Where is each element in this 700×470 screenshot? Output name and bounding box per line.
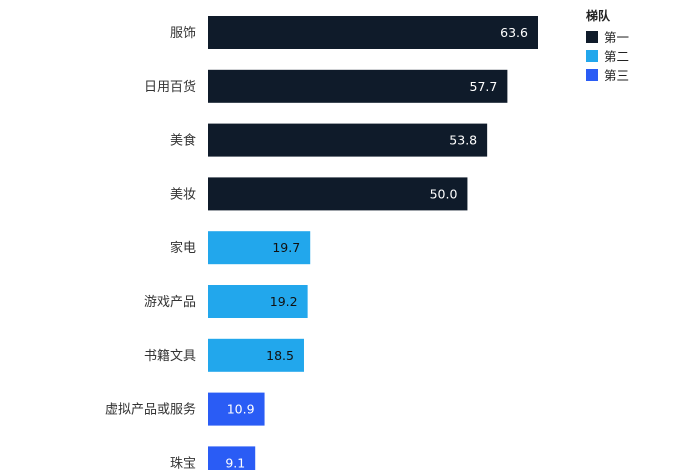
- value-label-4: 19.7: [272, 240, 300, 255]
- category-label-2: 美食: [170, 133, 196, 149]
- legend-label-0: 第一: [604, 30, 629, 45]
- bar-4: [208, 231, 311, 265]
- bar-2: [208, 123, 488, 157]
- category-label-7: 虚拟产品或服务: [105, 402, 196, 418]
- value-label-7: 10.9: [227, 402, 255, 417]
- category-label-0: 服饰: [170, 26, 196, 41]
- legend-swatch-2: [586, 69, 598, 81]
- bar-0: [208, 16, 538, 49]
- category-label-3: 美妆: [170, 187, 196, 202]
- value-label-1: 57.7: [470, 79, 498, 94]
- value-label-3: 50.0: [430, 186, 458, 201]
- category-label-4: 家电: [170, 240, 196, 256]
- category-label-6: 书籍文具: [144, 348, 196, 364]
- bar-5: [208, 285, 308, 318]
- value-label-8: 9.1: [225, 455, 245, 470]
- bar-3: [208, 177, 468, 211]
- legend-label-2: 第三: [604, 68, 629, 83]
- value-label-0: 63.6: [500, 25, 528, 40]
- value-label-5: 19.2: [270, 294, 298, 309]
- legend-swatch-1: [586, 50, 598, 62]
- bar-1: [208, 69, 508, 103]
- bar-8: [208, 446, 256, 470]
- bar-6: [208, 338, 304, 372]
- legend-title: 梯队: [586, 8, 611, 23]
- value-label-6: 18.5: [266, 348, 294, 363]
- category-label-8: 珠宝: [170, 456, 196, 470]
- value-label-2: 53.8: [449, 133, 477, 148]
- legend-label-1: 第二: [604, 49, 629, 64]
- category-label-1: 日用百货: [144, 79, 196, 95]
- bar-7: [208, 392, 265, 426]
- category-label-5: 游戏产品: [144, 295, 196, 310]
- legend-swatch-0: [586, 31, 598, 43]
- bars-layer: 服饰 63.6 日用百货 57.7 美食 53.8 美妆 50.0 家电 19.7 游戏产品 19.2…: [105, 16, 538, 470]
